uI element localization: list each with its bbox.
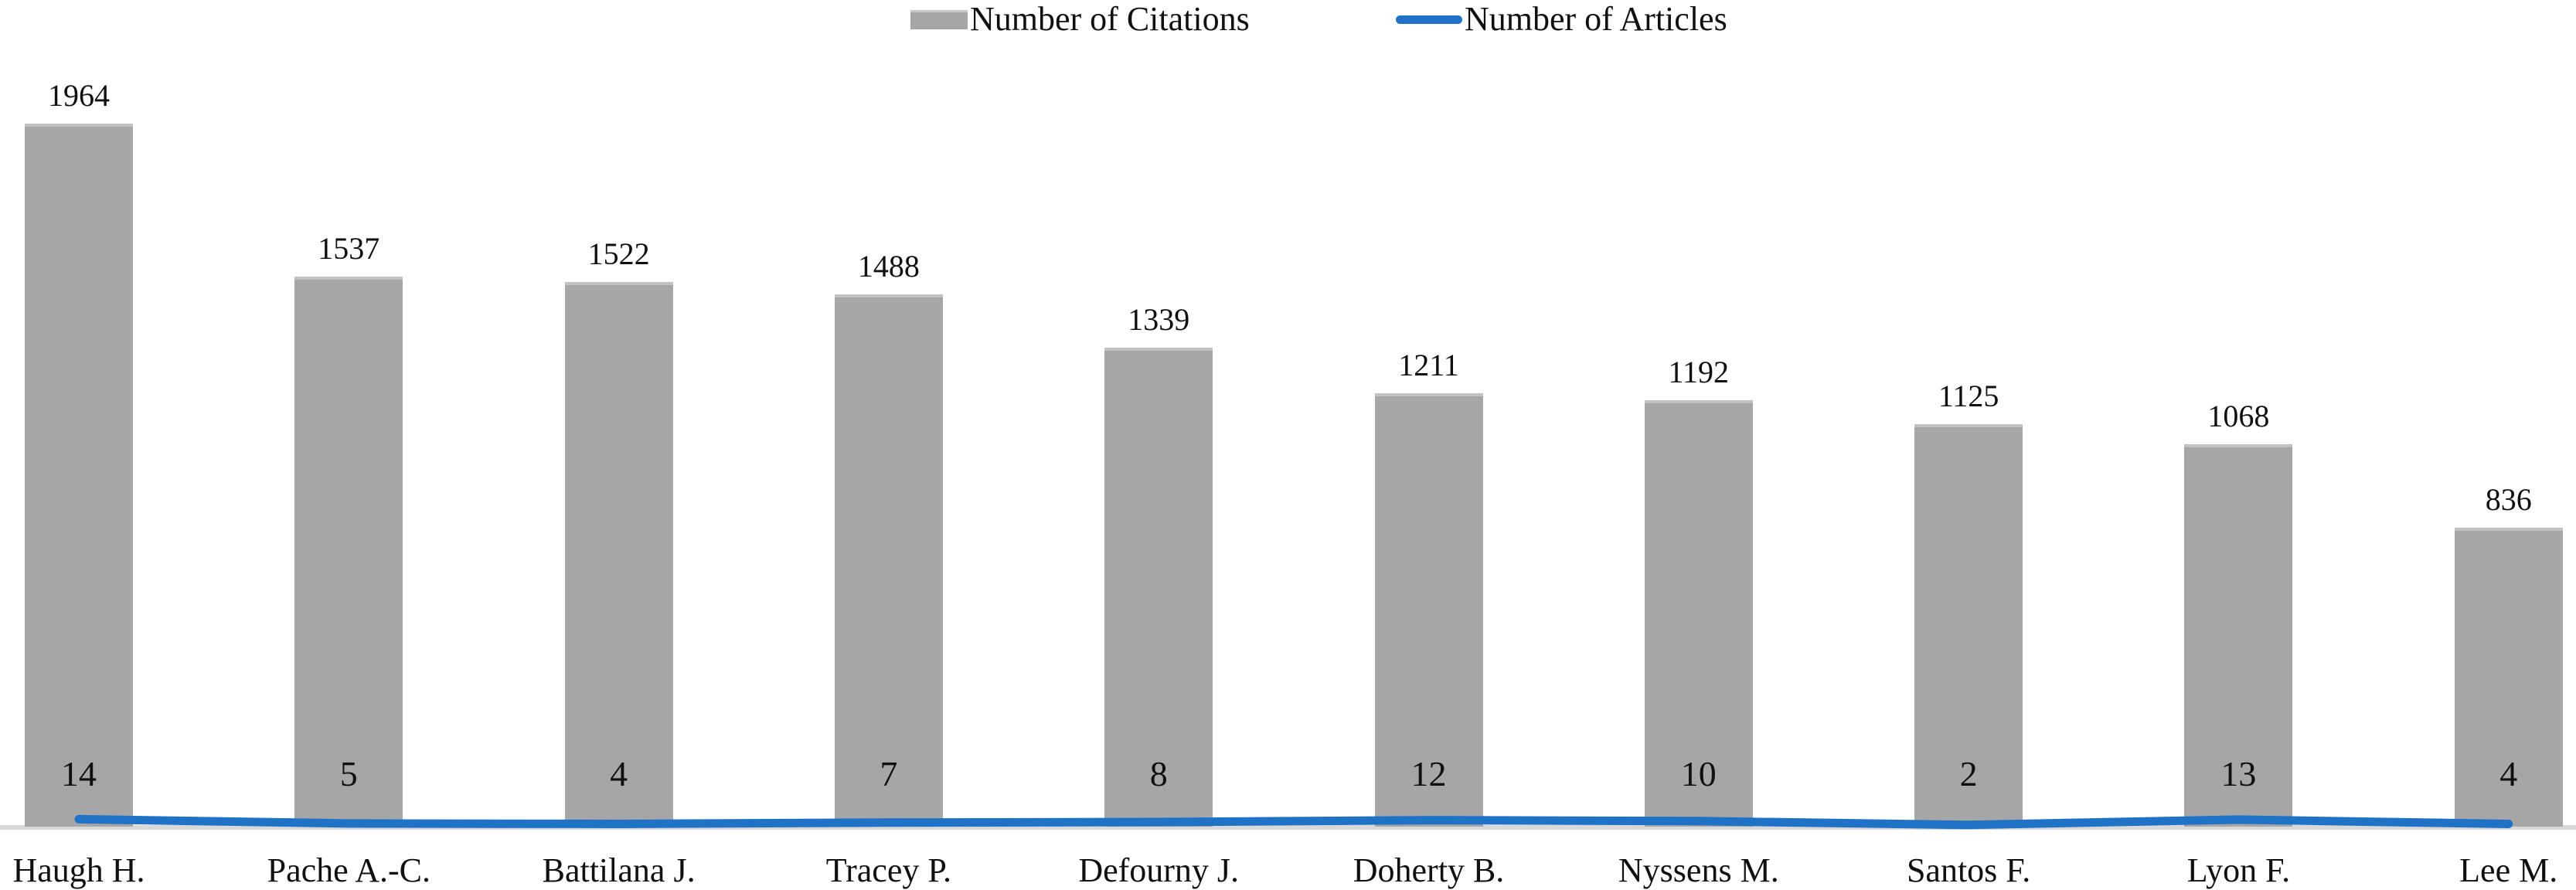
bar-doherty-b <box>1374 393 1483 827</box>
articles-line-swatch-icon <box>1396 15 1462 24</box>
bar-tracey-p <box>834 294 943 827</box>
bar-haugh-h <box>25 124 133 827</box>
article-value-label-haugh-h: 14 <box>61 754 97 793</box>
bar-pache-a-c <box>294 277 403 827</box>
legend-item-articles: Number of Articles <box>1396 0 1727 39</box>
citation-value-label-nyssens-m: 1192 <box>1668 355 1730 389</box>
bar-battilana-j <box>564 282 673 827</box>
citations-bar-swatch-icon <box>910 9 968 29</box>
legend-citations-label: Number of Citations <box>970 0 1250 38</box>
article-value-label-pache-a-c: 5 <box>339 754 358 793</box>
category-label-lyon-f: Lyon F. <box>2186 851 2291 889</box>
citation-value-label-battilana-j: 1522 <box>587 236 650 271</box>
article-value-label-lee-m: 4 <box>2499 754 2518 793</box>
bar-nyssens-m <box>1644 400 1753 827</box>
citation-value-label-tracey-p: 1488 <box>857 249 920 284</box>
bar-defourny-j <box>1104 348 1213 827</box>
article-value-label-lyon-f: 13 <box>2220 754 2257 793</box>
articles-line-path <box>74 814 2513 830</box>
bar-lyon-f <box>2184 444 2293 827</box>
article-value-label-tracey-p: 7 <box>880 754 898 793</box>
citation-value-label-defourny-j: 1339 <box>1128 302 1190 337</box>
category-label-lee-m: Lee M. <box>2459 851 2558 889</box>
category-label-haugh-h: Haugh H. <box>12 851 145 889</box>
category-label-pache-a-c: Pache A.-C. <box>267 851 430 889</box>
category-label-tracey-p: Tracey P. <box>825 851 951 889</box>
citation-value-label-santos-f: 1125 <box>1938 379 1999 413</box>
citation-value-label-haugh-h: 1964 <box>48 78 110 113</box>
article-value-label-doherty-b: 12 <box>1411 754 1447 793</box>
bar-lee-m <box>2454 528 2563 827</box>
category-label-battilana-j: Battilana J. <box>542 851 696 889</box>
category-label-nyssens-m: Nyssens M. <box>1618 851 1779 889</box>
legend-item-citations: Number of Citations <box>910 0 1250 39</box>
legend-articles-label: Number of Articles <box>1465 0 1727 38</box>
article-value-label-nyssens-m: 10 <box>1680 754 1717 793</box>
citation-value-label-doherty-b: 1211 <box>1398 348 1459 382</box>
citation-value-label-lee-m: 836 <box>2485 482 2532 517</box>
category-label-santos-f: Santos F. <box>1906 851 2031 889</box>
category-label-doherty-b: Doherty B. <box>1353 851 1505 889</box>
article-value-label-defourny-j: 8 <box>1149 754 1168 793</box>
article-value-label-battilana-j: 4 <box>610 754 628 793</box>
article-value-label-santos-f: 2 <box>1959 754 1978 793</box>
citation-value-label-pache-a-c: 1537 <box>318 231 380 266</box>
bar-santos-f <box>1914 424 2023 827</box>
citation-value-label-lyon-f: 1068 <box>2207 399 2270 433</box>
category-label-defourny-j: Defourny J. <box>1078 851 1240 889</box>
